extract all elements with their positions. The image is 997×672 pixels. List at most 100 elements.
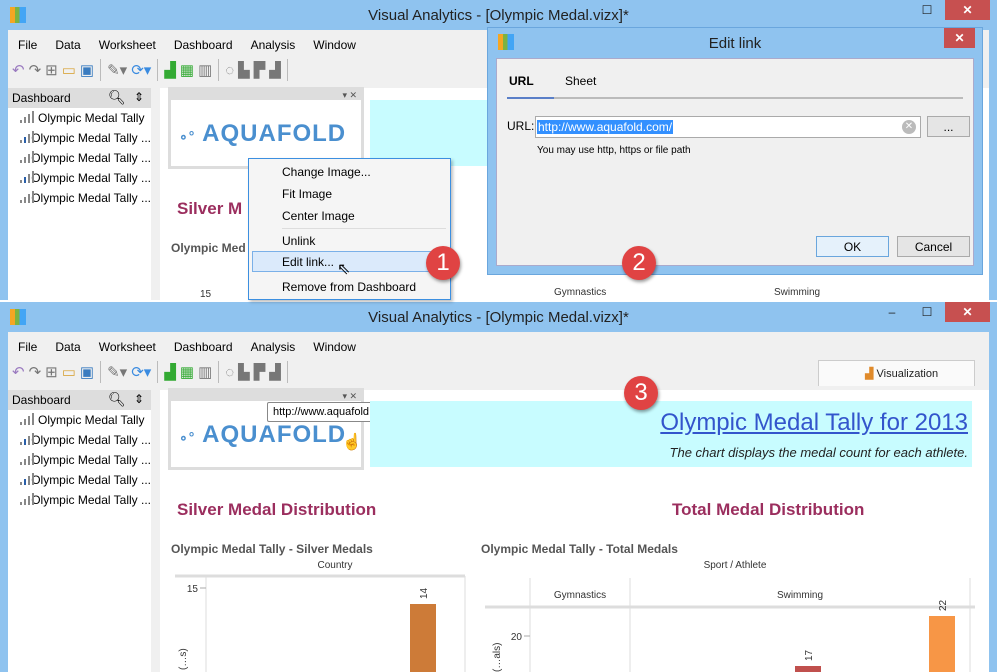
aquafold-logo[interactable]: ∘° AQUAFOLD bbox=[179, 120, 347, 147]
open-icon[interactable]: ▭ bbox=[61, 62, 76, 79]
minimize-button[interactable]: – bbox=[888, 305, 896, 319]
url-hint: You may use http, https or file path bbox=[537, 145, 691, 156]
save-icon[interactable]: ▣ bbox=[79, 62, 95, 79]
menu-item-center-image[interactable]: Center Image bbox=[282, 209, 355, 223]
chart-icon[interactable]: ▥ bbox=[198, 62, 213, 79]
menu-dashboard[interactable]: Dashboard bbox=[173, 340, 233, 354]
add-table-icon[interactable]: ▦ bbox=[179, 364, 195, 381]
sort-icon[interactable]: ⇕ bbox=[134, 392, 145, 406]
new-icon[interactable]: ⊞ bbox=[45, 364, 58, 381]
panel-header[interactable]: ▾ ✕ bbox=[171, 391, 361, 401]
sidebar-item[interactable]: Olympic Medal Tally ... bbox=[8, 450, 151, 470]
hand-cursor-icon: ☝ bbox=[342, 434, 362, 451]
title-bar: Visual Analytics - [Olympic Medal.vizx]*… bbox=[0, 0, 997, 30]
add-chart-icon[interactable]: ▟ bbox=[164, 364, 176, 381]
browse-button[interactable]: ... bbox=[927, 116, 970, 137]
sidebar: Dashboard 🔍︎ ⇕ Olympic Medal Tally Olympic… bbox=[8, 88, 151, 300]
brush-icon[interactable]: ✎▾ bbox=[107, 62, 128, 79]
logo-image-panel[interactable]: ▾ ✕ ∘° AQUAFOLD bbox=[168, 87, 364, 169]
gymnastics-header: Gymnastics bbox=[554, 287, 607, 298]
brush-icon[interactable]: ✎▾ bbox=[107, 364, 128, 381]
tab-url[interactable]: URL bbox=[509, 74, 534, 88]
sort-icon[interactable]: ⇕ bbox=[134, 90, 145, 104]
open-icon[interactable]: ▭ bbox=[61, 364, 76, 381]
sort-asc-icon[interactable]: ▙ bbox=[238, 62, 250, 79]
silver-section-title: Silver M bbox=[177, 199, 243, 218]
menu-data[interactable]: Data bbox=[55, 38, 81, 52]
logo-image-panel[interactable]: ▾ ✕ ∘° AQUAFOLD bbox=[168, 388, 364, 470]
sidebar-item[interactable]: Olympic Medal Tally bbox=[8, 410, 151, 430]
sidebar-item[interactable]: Olympic Medal Tally ... bbox=[8, 188, 151, 208]
lasso-icon[interactable]: ◌ bbox=[225, 61, 235, 79]
bar-chart-icon bbox=[18, 151, 34, 163]
menu-analysis[interactable]: Analysis bbox=[250, 38, 296, 52]
add-table-icon[interactable]: ▦ bbox=[179, 62, 195, 79]
chart-icon[interactable]: ▥ bbox=[198, 364, 213, 381]
menu-data[interactable]: Data bbox=[55, 340, 81, 354]
menu-analysis[interactable]: Analysis bbox=[250, 340, 296, 354]
redo-icon[interactable]: ↷ bbox=[28, 62, 42, 79]
step-badge-2: 2 bbox=[622, 246, 656, 280]
undo-icon[interactable]: ↶ bbox=[12, 62, 25, 79]
sidebar-item[interactable]: Olympic Medal Tally ... bbox=[8, 470, 151, 490]
refresh-icon[interactable]: ⟳▾ bbox=[131, 364, 152, 381]
maximize-button[interactable]: ☐ bbox=[921, 305, 933, 319]
clear-icon[interactable]: ✕ bbox=[902, 120, 916, 134]
stack-icon[interactable]: ▟ bbox=[269, 62, 281, 79]
sort-asc-icon[interactable]: ▙ bbox=[238, 364, 250, 381]
visualization-tab[interactable]: ▟ Visualization bbox=[818, 360, 975, 386]
search-icon[interactable]: 🔍︎ bbox=[108, 89, 126, 105]
menu-file[interactable]: File bbox=[18, 340, 38, 354]
tab-sheet[interactable]: Sheet bbox=[565, 74, 597, 88]
maximize-button[interactable]: ☐ bbox=[921, 3, 933, 17]
menu-window[interactable]: Window bbox=[313, 340, 356, 354]
panel-header[interactable]: ▾ ✕ bbox=[171, 90, 361, 100]
sidebar-item[interactable]: Olympic Medal Tally ... bbox=[8, 490, 151, 510]
url-input[interactable]: http://www.aquafold.com/ ✕ bbox=[535, 116, 921, 138]
dashboard-title-link[interactable]: Olympic Medal Tally for 2013 bbox=[660, 409, 968, 436]
menu-item-fit-image[interactable]: Fit Image bbox=[282, 187, 333, 201]
menu-worksheet[interactable]: Worksheet bbox=[98, 340, 156, 354]
dialog-close-button[interactable]: ✕ bbox=[944, 28, 975, 48]
sidebar-item[interactable]: Olympic Medal Tally bbox=[8, 108, 151, 128]
menu-item-edit-link[interactable]: Edit link... bbox=[282, 255, 335, 269]
aquafold-logo[interactable]: ∘° AQUAFOLD bbox=[179, 421, 347, 448]
checked-chart-icon bbox=[18, 171, 34, 183]
new-icon[interactable]: ⊞ bbox=[45, 62, 58, 79]
refresh-icon[interactable]: ⟳▾ bbox=[131, 62, 152, 79]
close-button[interactable]: ✕ bbox=[945, 0, 990, 20]
sidebar-item[interactable]: Olympic Medal Tally ... bbox=[8, 148, 151, 168]
menu-item-remove-from-dashboard[interactable]: Remove from Dashboard bbox=[282, 280, 417, 294]
sidebar-item[interactable]: Olympic Medal Tally ... bbox=[8, 430, 151, 450]
menu-dashboard[interactable]: Dashboard bbox=[173, 38, 233, 52]
add-chart-icon[interactable]: ▟ bbox=[164, 62, 176, 79]
sidebar-item[interactable]: Olympic Medal Tally ... bbox=[8, 168, 151, 188]
undo-icon[interactable]: ↶ bbox=[12, 364, 25, 381]
lasso-icon[interactable]: ◌ bbox=[225, 363, 235, 381]
bar-chart-icon bbox=[18, 191, 34, 203]
menu-file[interactable]: File bbox=[18, 38, 38, 52]
sidebar-item[interactable]: Olympic Medal Tally ... bbox=[8, 128, 151, 148]
menu-window[interactable]: Window bbox=[313, 38, 356, 52]
bar-data-label: 17 bbox=[804, 649, 815, 661]
silver-chart-title: Olympic Medal Tally - Silver Medals bbox=[171, 542, 373, 556]
menu-item-change-image[interactable]: Change Image... bbox=[282, 165, 371, 179]
title-banner bbox=[370, 100, 500, 166]
sort-desc-icon[interactable]: ▛ bbox=[253, 364, 266, 381]
search-icon[interactable]: 🔍︎ bbox=[108, 391, 126, 407]
bar-data-label: 14 bbox=[419, 587, 430, 599]
total-chart: Sport / Athlete Gymnastics Swimming 20 (…als… bbox=[485, 560, 975, 672]
close-button[interactable]: ✕ bbox=[945, 302, 990, 322]
window-title: Visual Analytics - [Olympic Medal.vizx]* bbox=[368, 309, 629, 326]
bar-chart-icon bbox=[18, 453, 34, 465]
stack-icon[interactable]: ▟ bbox=[269, 364, 281, 381]
sort-desc-icon[interactable]: ▛ bbox=[253, 62, 266, 79]
sidebar-header: Dashboard 🔍︎ ⇕ bbox=[8, 88, 151, 108]
ok-button[interactable]: OK bbox=[816, 236, 889, 257]
menu-worksheet[interactable]: Worksheet bbox=[98, 38, 156, 52]
menu-item-unlink[interactable]: Unlink bbox=[282, 234, 316, 248]
cancel-button[interactable]: Cancel bbox=[897, 236, 970, 257]
edit-link-dialog: Edit link ✕ URL Sheet URL: http://www.aq… bbox=[487, 27, 983, 275]
redo-icon[interactable]: ↷ bbox=[28, 364, 42, 381]
save-icon[interactable]: ▣ bbox=[79, 364, 95, 381]
